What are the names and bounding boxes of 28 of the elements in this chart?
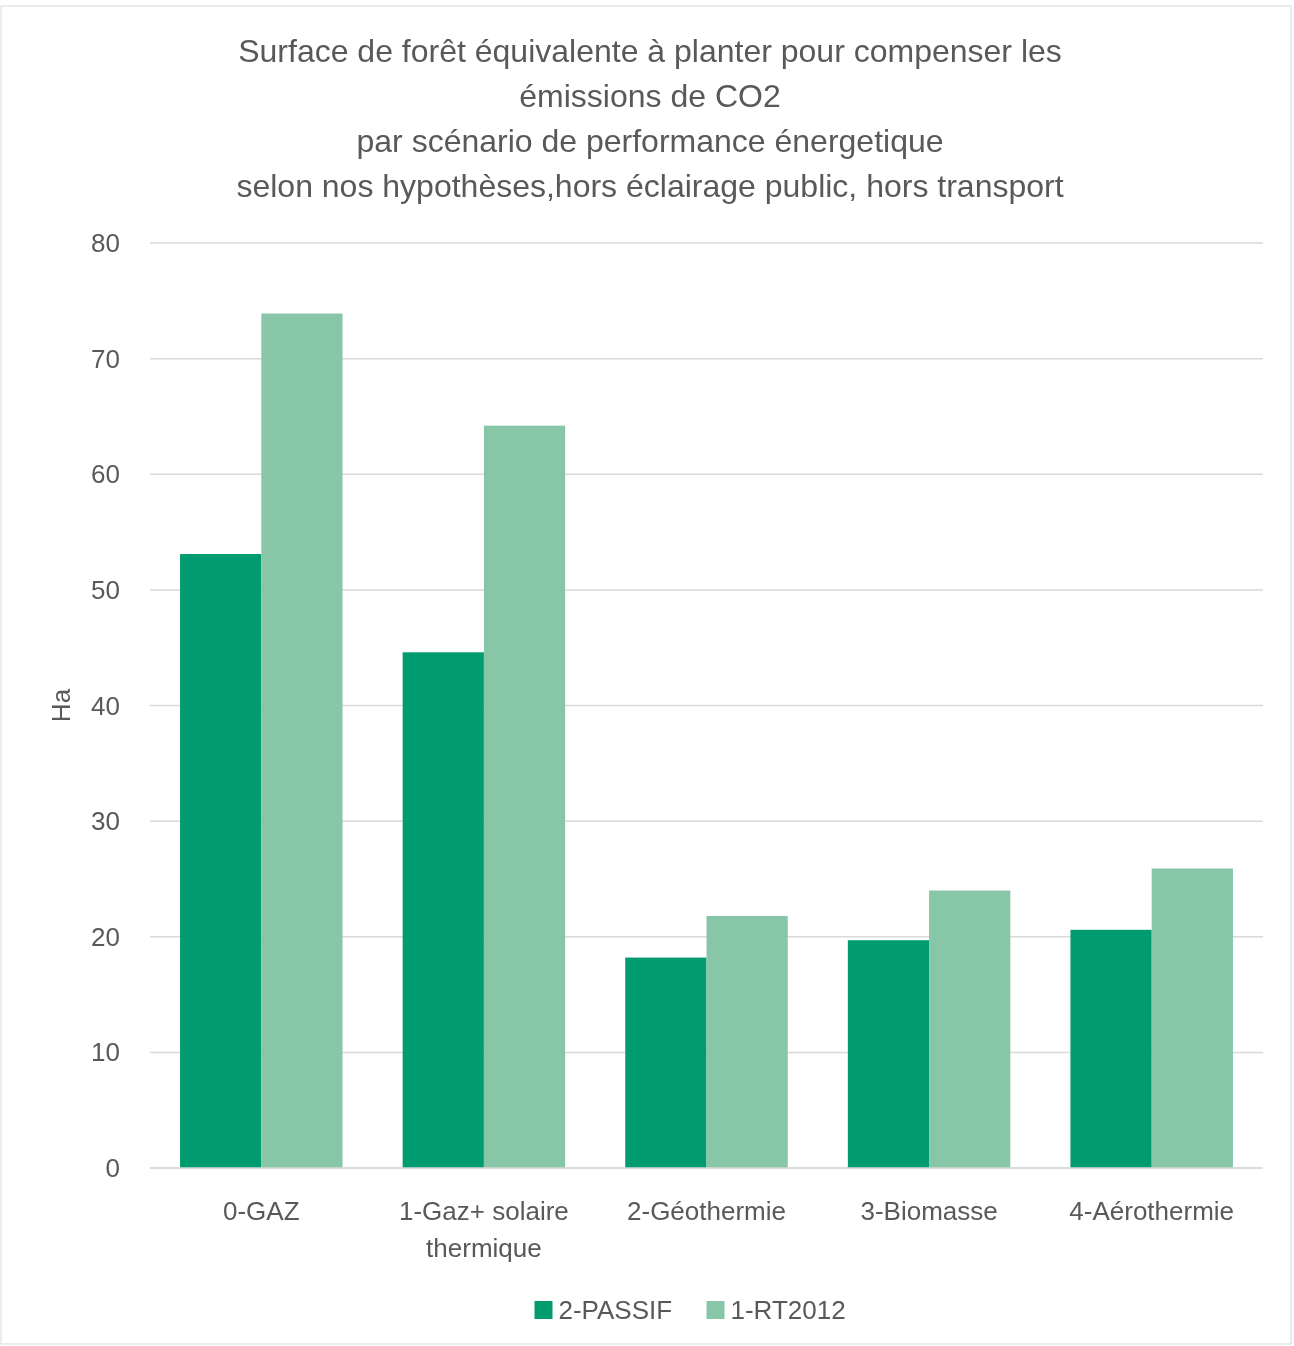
bar [625, 957, 707, 1168]
chart-title: Surface de forêt équivalente à planter pour compenser les émissions de CO2 par scénario de performance énergetique selon nos hypothèses,hors éclairage public, hors transport [236, 33, 1064, 204]
y-tick-label: 80 [91, 228, 120, 259]
y-tick-label: 30 [91, 806, 120, 837]
x-tick-label: 3-Biomasse [860, 1196, 998, 1226]
y-tick-label: 60 [91, 459, 120, 490]
y-tick-label: 0 [105, 1153, 120, 1184]
x-tick-label: 4-Aérothermie [1069, 1196, 1235, 1226]
y-axis-title: Ha [46, 688, 76, 723]
y-tick-label: 50 [91, 574, 120, 605]
x-tick-label: 0-GAZ [223, 1196, 300, 1226]
bar [483, 425, 566, 1168]
bar [706, 915, 788, 1168]
bar [847, 940, 930, 1168]
bar [261, 313, 343, 1168]
legend-label: 2-PASSIF [558, 1295, 673, 1326]
legend-label: 1-RT2012 [730, 1295, 846, 1326]
bar [180, 554, 262, 1168]
bar [402, 652, 484, 1168]
x-tick-label: 1-Gaz+ solaire thermique [398, 1196, 569, 1263]
bar [1070, 929, 1152, 1168]
y-tick-label: 70 [91, 343, 120, 374]
bar [929, 890, 1011, 1168]
bar [1151, 868, 1233, 1168]
y-tick-label: 10 [91, 1037, 120, 1068]
y-tick-label: 20 [91, 921, 120, 952]
x-tick-label: 2-Géothermie [627, 1196, 786, 1226]
y-tick-label: 40 [91, 690, 120, 721]
